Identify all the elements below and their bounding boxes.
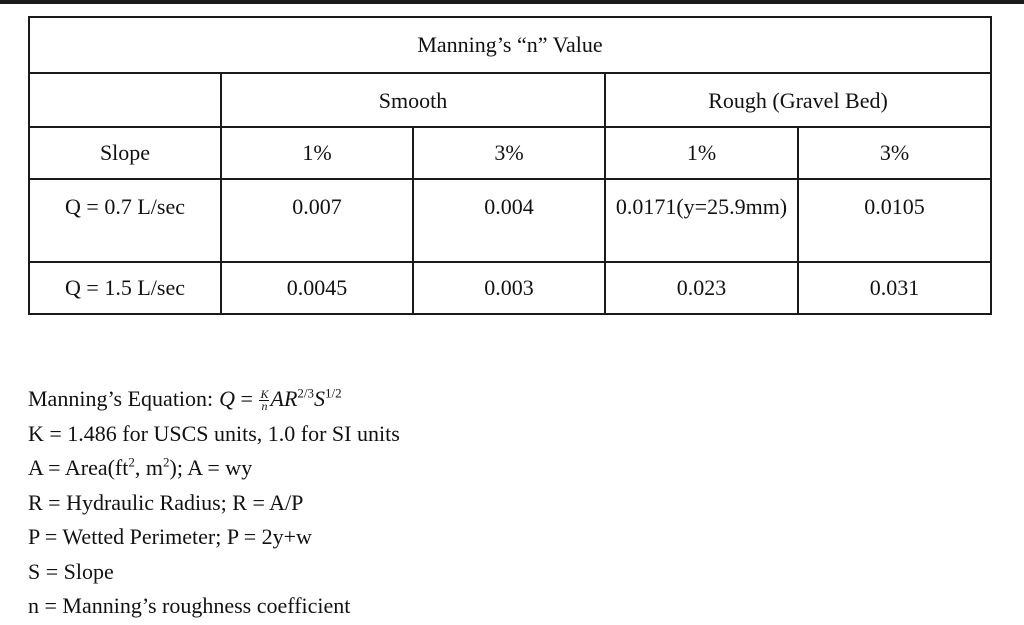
eq-q: Q <box>219 386 236 411</box>
table-cell: 0.004 <box>412 178 606 263</box>
a-sup-2: 2 <box>163 454 170 470</box>
manning-table: Manning’s “n” Value Smooth Rough (Gravel… <box>27 16 993 315</box>
table-cell: 0.003 <box>412 261 606 315</box>
group-empty-cell <box>28 72 222 128</box>
a-text-2: , m <box>134 455 163 480</box>
table-cell: 0.031 <box>796 261 993 315</box>
r-definition: R = Hydraulic Radius; R = A/P <box>28 489 304 515</box>
group-rough: Rough (Gravel Bed) <box>603 72 993 128</box>
eq-r: R <box>283 386 298 411</box>
table-row: Q = 1.5 L/sec 0.0045 0.003 0.023 0.031 <box>28 261 993 315</box>
a-definition: A = Area(ft2, m2); A = wy <box>28 451 400 486</box>
eq-frac-num: K <box>259 387 270 402</box>
s-definition: S = Slope <box>28 558 114 584</box>
header-row: Slope 1% 3% 1% 3% <box>28 126 993 180</box>
table-cell: 0.0105 <box>796 178 993 263</box>
row-label: Q = 1.5 L/sec <box>28 261 222 315</box>
row-label: Q = 0.7 L/sec <box>28 178 222 263</box>
header-smooth-3pct: 3% <box>412 126 606 180</box>
header-rough-1pct: 1% <box>604 126 799 180</box>
table-cell: 0.023 <box>604 261 799 315</box>
header-smooth-1pct: 1% <box>220 126 414 180</box>
a-text-1: A = Area(ft <box>28 455 129 480</box>
eq-s-exp: 1/2 <box>325 385 342 401</box>
eq-r-exp: 2/3 <box>297 385 315 401</box>
p-definition: P = Wetted Perimeter; P = 2y+w <box>28 524 312 549</box>
header-rough-3pct: 3% <box>796 126 993 180</box>
table-row: Q = 0.7 L/sec 0.007 0.004 0.0171(y=25.9m… <box>28 178 993 263</box>
eq-equals: = <box>240 386 253 411</box>
n-definition: n = Manning’s roughness coefficient <box>28 593 351 618</box>
table-cell: 0.0045 <box>220 261 414 315</box>
a-text-3: ); A = wy <box>169 455 253 480</box>
header-slope: Slope <box>28 126 222 180</box>
top-border <box>0 0 1024 4</box>
group-smooth: Smooth <box>220 72 606 128</box>
table-cell: 0.007 <box>220 178 414 263</box>
eq-s: S <box>314 386 326 411</box>
eq-a: A <box>270 386 284 411</box>
table-title: Manning’s “n” Value <box>27 16 993 74</box>
manning-n-table: Manning’s “n” Value Smooth Rough (Gravel… <box>27 16 993 315</box>
equation-label: Manning’s Equation: <box>28 386 214 411</box>
a-sup-1: 2 <box>128 454 135 470</box>
table-cell: 0.0171(y=25.9mm) <box>604 178 799 263</box>
eq-frac-den: n <box>261 399 268 414</box>
k-definition: K = 1.486 for USCS units, 1.0 for SI uni… <box>28 420 400 446</box>
